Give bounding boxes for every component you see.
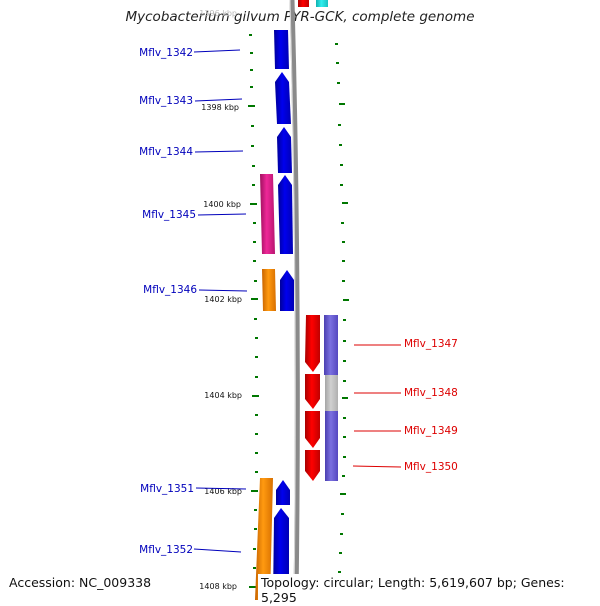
gene-feature-orange [262,269,276,311]
topology-text: Topology: circular; Length: 5,619,607 bp… [258,574,600,606]
gene-label[interactable]: Mflv_1350 [404,461,458,473]
gene-label[interactable]: Mflv_1349 [404,425,458,437]
axis-tick-label: 1406 kbp [204,487,242,496]
gene-feature-orange [255,478,273,600]
gene-label[interactable]: Mflv_1347 [404,338,458,350]
gene-label[interactable]: Mflv_1344 [139,146,193,158]
left-leader-lines [193,49,248,553]
axis-tick-label: 1402 kbp [204,295,242,304]
gene-feature [280,270,294,311]
gene-label[interactable]: Mflv_1348 [404,387,458,399]
gene-label[interactable]: Mflv_1343 [139,95,193,107]
gene-feature-gray [325,375,338,411]
axis-tick-label: 1400 kbp [203,200,241,209]
right-leader-lines [352,344,402,468]
gene-feature [305,411,320,448]
gene-feature [276,480,290,505]
map-title: Mycobacterium gilvum PYR-GCK, complete g… [125,9,475,25]
gene-label[interactable]: Mflv_1345 [142,209,196,221]
reverse-strand-genes-red [305,315,320,481]
genome-backbone-highlight [289,0,296,600]
gene-feature [275,72,291,124]
gene-label[interactable]: Mflv_1352 [139,544,193,556]
forward-strand-genes-blue [273,30,294,600]
gene-feature-magenta [260,174,275,254]
gene-feature [274,30,289,69]
gene-feature [277,127,292,173]
axis-tick-label: 1408 kbp [199,582,237,591]
gene-feature-purple [325,411,338,481]
left-ticks [248,34,259,588]
gene-feature [305,374,320,409]
gene-feature-purple [324,315,338,375]
axis-tick-label: 1396 kbp [199,9,237,18]
axis-tick-label: 1398 kbp [201,103,239,112]
gene-feature [278,175,293,254]
gene-partial-top-cyan [316,0,328,7]
gene-partial-top-red [298,0,309,7]
accession-text: Accession: NC_009338 [6,574,155,591]
gene-feature [305,450,320,481]
gene-label[interactable]: Mflv_1342 [139,47,193,59]
genome-backbone [289,0,300,600]
axis-tick-label: 1404 kbp [204,391,242,400]
gene-label[interactable]: Mflv_1346 [143,284,197,296]
gene-label[interactable]: Mflv_1351 [140,483,194,495]
gene-feature [305,315,320,372]
